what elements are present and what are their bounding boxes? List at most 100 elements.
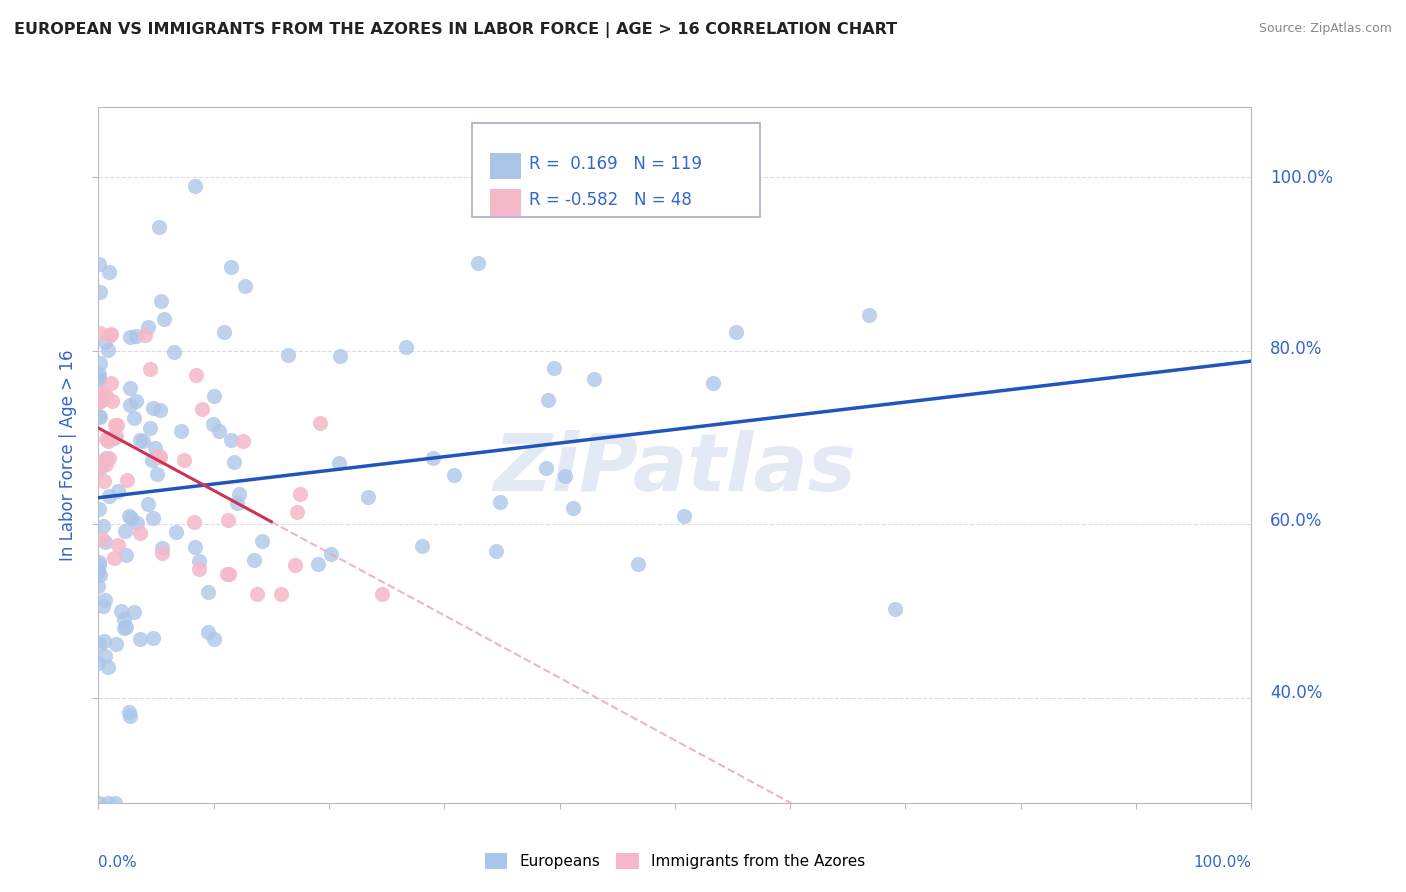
Point (273, 413, 295, 427)
Point (295, 491, 318, 506)
Text: EUROPEAN VS IMMIGRANTS FROM THE AZORES IN LABOR FORCE | AGE > 16 CORRELATION CHA: EUROPEAN VS IMMIGRANTS FROM THE AZORES I… (14, 22, 897, 38)
Point (633, 368, 655, 383)
Point (173, 429, 195, 443)
Point (766, 322, 789, 336)
Point (170, 642, 193, 657)
Point (165, 368, 187, 382)
Point (177, 390, 200, 404)
Point (256, 534, 278, 549)
Point (217, 397, 239, 411)
Point (173, 652, 195, 666)
Point (352, 500, 374, 514)
Point (259, 549, 281, 563)
Point (194, 698, 217, 712)
Point (501, 463, 523, 477)
Point (470, 533, 492, 548)
Point (165, 497, 187, 511)
Point (165, 558, 187, 573)
Point (165, 370, 187, 384)
Point (218, 436, 240, 450)
Point (256, 178, 278, 193)
Point (917, 595, 939, 609)
Point (302, 277, 325, 291)
Point (167, 455, 190, 469)
Point (893, 305, 915, 319)
Point (194, 394, 217, 409)
Point (274, 385, 297, 400)
Point (337, 581, 360, 595)
Point (287, 508, 309, 522)
Point (183, 479, 205, 493)
Point (194, 376, 217, 391)
Point (225, 541, 247, 555)
Point (181, 630, 204, 644)
Point (167, 389, 190, 403)
Point (374, 411, 396, 425)
Point (194, 327, 217, 342)
Text: R = -0.582   N = 48: R = -0.582 N = 48 (530, 191, 692, 209)
Point (256, 365, 278, 379)
Point (544, 490, 567, 504)
Point (166, 283, 188, 297)
Point (589, 390, 612, 404)
Point (224, 292, 246, 306)
Point (179, 426, 201, 441)
Text: R =  0.169   N = 119: R = 0.169 N = 119 (530, 154, 703, 172)
Point (165, 452, 187, 467)
Point (172, 452, 194, 467)
Point (174, 263, 197, 277)
Point (217, 506, 239, 520)
Point (217, 624, 239, 638)
Point (183, 413, 205, 427)
Point (301, 429, 323, 443)
Point (267, 618, 290, 632)
Point (319, 529, 342, 543)
Point (354, 482, 377, 496)
Y-axis label: In Labor Force | Age > 16: In Labor Force | Age > 16 (59, 344, 77, 557)
Point (179, 545, 201, 559)
Point (540, 538, 562, 552)
Point (165, 549, 187, 563)
Point (481, 447, 503, 461)
Point (204, 428, 226, 442)
Point (215, 449, 238, 463)
Point (222, 219, 245, 233)
Point (456, 337, 478, 351)
Legend: Europeans, Immigrants from the Azores: Europeans, Immigrants from the Azores (478, 847, 872, 875)
Point (194, 701, 217, 715)
Point (260, 557, 283, 571)
Point (194, 503, 217, 517)
Point (283, 322, 305, 336)
Point (675, 551, 697, 566)
Point (191, 614, 214, 628)
Point (173, 340, 195, 354)
Point (181, 425, 204, 439)
Point (166, 405, 188, 419)
Point (166, 363, 188, 377)
Point (166, 406, 188, 420)
Point (191, 468, 214, 483)
Point (176, 325, 198, 339)
Point (180, 414, 202, 428)
Point (166, 391, 188, 405)
Point (373, 551, 395, 566)
Point (188, 614, 211, 628)
Point (165, 573, 187, 587)
Point (311, 548, 333, 562)
Point (208, 325, 231, 339)
Point (214, 359, 236, 373)
Point (167, 452, 190, 467)
Point (212, 317, 235, 331)
Point (236, 343, 259, 357)
Point (190, 542, 212, 557)
Point (263, 398, 285, 412)
Point (343, 344, 366, 359)
Point (172, 385, 194, 400)
Point (167, 526, 190, 541)
Point (613, 495, 636, 509)
Point (225, 535, 247, 549)
Point (226, 310, 249, 324)
Point (350, 552, 373, 566)
Point (222, 444, 245, 458)
Point (238, 519, 260, 533)
